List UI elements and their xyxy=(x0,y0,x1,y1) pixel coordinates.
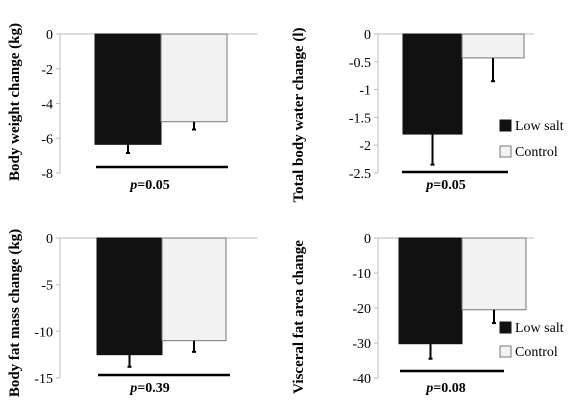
chart-panel-3: Body fat mass change (kg) 0 -5 -10 -15 p=0.39 xyxy=(7,229,258,397)
y-axis-title: Body fat mass change (kg) xyxy=(7,229,23,397)
chart-panel-1: Body weight change (kg) 0 -2 -4 -6 -8 p=0.05 xyxy=(7,23,258,193)
legend-label-control: Control xyxy=(515,145,558,160)
legend-label-low-salt: Low salt xyxy=(515,119,564,134)
bar-low-salt xyxy=(402,33,463,135)
p-value-label: p=0.05 xyxy=(425,178,465,193)
y-tick-label: -1.5 xyxy=(349,111,371,126)
p-value-label: p=0.08 xyxy=(425,381,465,396)
bar-low-salt xyxy=(96,237,163,356)
y-tick-label: -2 xyxy=(359,139,371,154)
y-axis-title: Visceral fat area change xyxy=(291,240,307,394)
y-tick-label: 0 xyxy=(364,28,371,43)
y-axis-title: Body weight change (kg) xyxy=(7,23,23,181)
y-tick-label: 0 xyxy=(364,232,371,247)
chart-panel-4: Visceral fat area change 0 -10 -20 -30 -40 p=0… xyxy=(291,232,564,396)
bar-low-salt xyxy=(398,237,463,345)
legend-swatch-control xyxy=(499,145,512,158)
y-tick-label: -4 xyxy=(41,98,53,113)
y-tick-label: -10 xyxy=(352,267,371,282)
bar-control xyxy=(461,33,525,59)
legend-swatch-low-salt xyxy=(499,321,512,334)
y-tick-label: 0 xyxy=(46,28,53,43)
y-tick-label: -1 xyxy=(359,84,371,99)
y-tick-label: 0 xyxy=(46,232,53,247)
y-tick-label: -40 xyxy=(352,372,371,387)
chart-panel-2: Total body water change (l) 0 -0.5 -1 -1.5 -2… xyxy=(291,27,564,202)
bar-control xyxy=(160,33,228,123)
legend: Low salt Control xyxy=(499,119,564,160)
p-value-label: p=0.05 xyxy=(129,178,169,193)
bar-control xyxy=(161,237,227,342)
y-axis-title: Total body water change (l) xyxy=(291,27,307,202)
bar-low-salt xyxy=(94,33,162,145)
y-tick-label: -30 xyxy=(352,337,371,352)
legend-swatch-control xyxy=(499,345,512,358)
bar-control xyxy=(461,237,527,311)
y-tick-label: -20 xyxy=(352,302,371,317)
y-tick-label: -2 xyxy=(41,63,53,78)
y-tick-label: -6 xyxy=(41,132,53,147)
y-tick-label: -0.5 xyxy=(349,56,371,71)
y-tick-label: -5 xyxy=(41,279,53,294)
y-tick-label: -10 xyxy=(34,325,53,340)
y-tick-label: -15 xyxy=(34,372,53,387)
y-tick-label: -8 xyxy=(41,167,53,182)
legend-label-control: Control xyxy=(515,345,558,360)
y-tick-label: -2.5 xyxy=(349,167,371,182)
p-value-label: p=0.39 xyxy=(129,381,169,396)
legend: Low salt Control xyxy=(499,321,564,360)
legend-swatch-low-salt xyxy=(499,119,512,132)
legend-label-low-salt: Low salt xyxy=(515,321,564,336)
